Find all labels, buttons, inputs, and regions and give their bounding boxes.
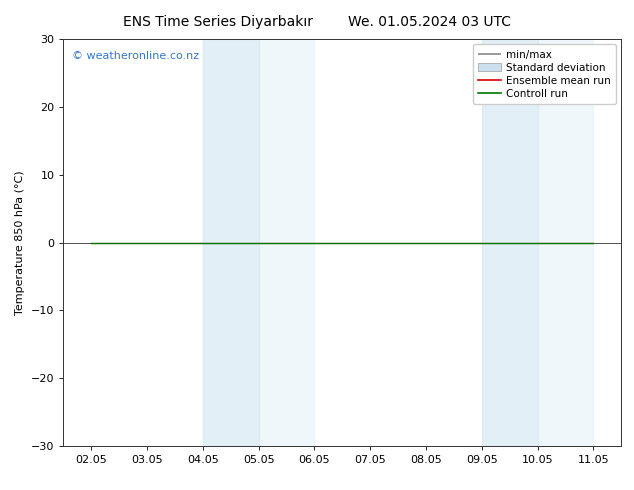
Bar xyxy=(482,39,538,446)
Bar xyxy=(203,39,259,446)
Y-axis label: Temperature 850 hPa (°C): Temperature 850 hPa (°C) xyxy=(15,170,25,315)
Bar xyxy=(538,39,593,446)
Legend: min/max, Standard deviation, Ensemble mean run, Controll run: min/max, Standard deviation, Ensemble me… xyxy=(473,45,616,104)
Bar xyxy=(259,39,314,446)
Text: © weatheronline.co.nz: © weatheronline.co.nz xyxy=(72,51,199,61)
Text: ENS Time Series Diyarbakır        We. 01.05.2024 03 UTC: ENS Time Series Diyarbakır We. 01.05.202… xyxy=(123,15,511,29)
